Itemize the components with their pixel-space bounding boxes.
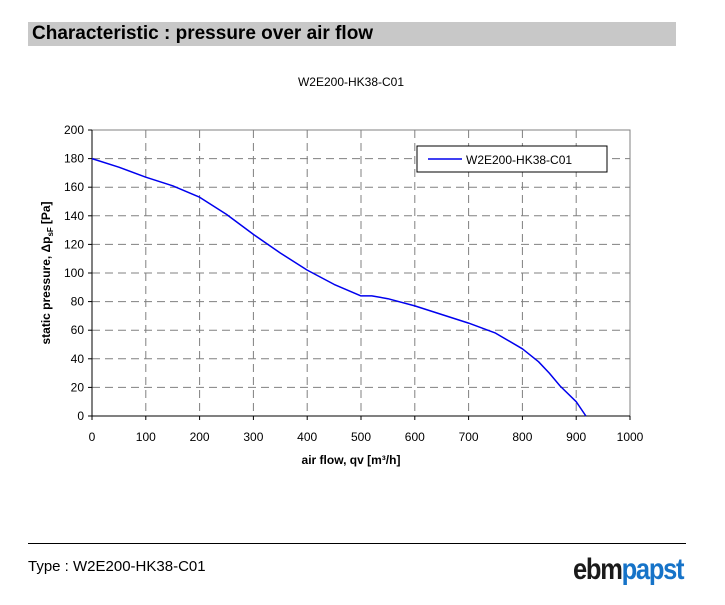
y-tick-label: 0 — [77, 409, 84, 423]
legend-label: W2E200-HK38-C01 — [466, 153, 572, 167]
y-tick-label: 60 — [71, 323, 85, 337]
x-tick-label: 800 — [512, 430, 532, 444]
x-tick-label: 100 — [136, 430, 156, 444]
logo-papst: papst — [621, 553, 685, 586]
x-tick-label: 700 — [459, 430, 479, 444]
axes: 0 100 200 300 400 500 600 700 800 900 1000 0 20 40 60 8… — [64, 123, 644, 444]
x-tick-label: 0 — [89, 430, 96, 444]
footer-divider — [28, 543, 686, 544]
x-tick-label: 600 — [405, 430, 425, 444]
x-tick-label: 400 — [297, 430, 317, 444]
y-tick-label: 120 — [64, 237, 84, 251]
x-tick-label: 500 — [351, 430, 371, 444]
y-tick-label: 200 — [64, 123, 84, 137]
logo-ebm: ebm — [573, 553, 623, 586]
x-tick-label: 200 — [190, 430, 210, 444]
y-axis-label-sub: sF — [46, 227, 55, 236]
page-title: Characteristic : pressure over air flow — [32, 23, 374, 44]
x-axis-label: air flow, qv [m³/h] — [302, 453, 401, 467]
y-axis-label-unit: [Pa] — [39, 201, 53, 224]
y-tick-label: 140 — [64, 209, 84, 223]
type-label: Type : W2E200-HK38-C01 — [28, 558, 206, 575]
y-tick-label: 40 — [71, 352, 85, 366]
legend: W2E200-HK38-C01 — [416, 145, 608, 173]
x-tick-label: 300 — [243, 430, 263, 444]
chart-title: W2E200-HK38-C01 — [298, 75, 404, 89]
y-axis-label: static pressure, ΔpsF [Pa] — [39, 201, 55, 344]
y-tick-label: 80 — [71, 295, 85, 309]
y-tick-label: 100 — [64, 266, 84, 280]
series — [91, 157, 587, 417]
x-tick-label: 900 — [566, 430, 586, 444]
y-tick-label: 20 — [71, 380, 85, 394]
y-tick-label: 180 — [64, 152, 84, 166]
y-axis-label-main: static pressure, Δp — [39, 237, 53, 345]
header-bar: Characteristic : pressure over air flow — [28, 22, 676, 46]
series-line — [91, 157, 587, 417]
x-tick-label: 1000 — [617, 430, 644, 444]
y-tick-label: 160 — [64, 180, 84, 194]
ebmpapst-logo: ebmpapst — [573, 553, 685, 587]
